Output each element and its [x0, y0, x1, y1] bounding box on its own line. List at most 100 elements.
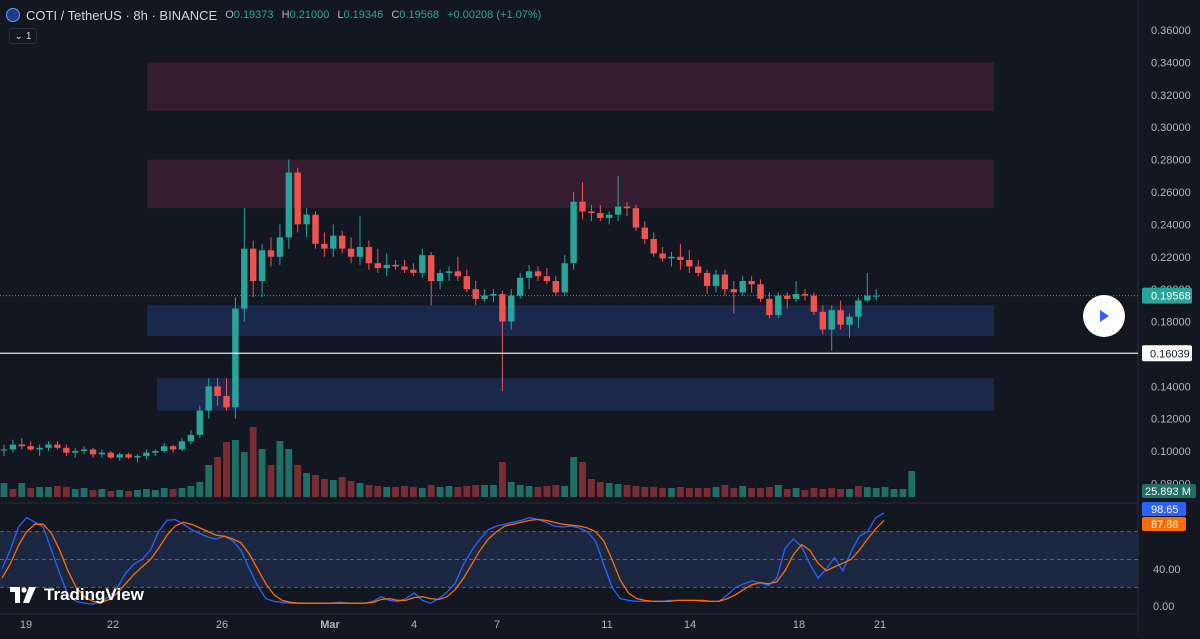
- volume-bar: [703, 488, 711, 497]
- candle-body: [205, 386, 212, 411]
- stoch-k-line: [1, 512, 885, 605]
- candle-body: [846, 316, 853, 325]
- candle-body: [837, 310, 844, 325]
- volume-bar: [134, 490, 141, 497]
- volume-bar: [232, 440, 239, 497]
- time-tick-label: 19: [20, 619, 32, 631]
- candle-body: [0, 449, 8, 451]
- volume-bar: [766, 487, 773, 497]
- candle-body: [267, 250, 275, 257]
- candle-body: [472, 289, 479, 299]
- candle-body: [374, 263, 381, 269]
- price-tick-label: 0.28000: [1151, 155, 1191, 167]
- candle-body: [695, 266, 702, 273]
- volume-bar: [392, 487, 399, 497]
- volume-bar: [18, 483, 26, 497]
- volume-bar: [80, 488, 88, 497]
- price-tick-label: 0.34000: [1151, 57, 1191, 69]
- candle-body: [632, 208, 640, 228]
- time-tick-label: 21: [874, 619, 886, 631]
- stoch-tick-label: 40.00: [1153, 564, 1181, 576]
- price-tick-label: 0.30000: [1151, 122, 1191, 134]
- volume-bar: [730, 488, 738, 497]
- candle-body: [686, 260, 693, 267]
- symbol-title[interactable]: COTI / TetherUS · 8h · BINANCE: [26, 7, 218, 23]
- candle-body: [570, 201, 577, 264]
- stoch-k-label: 98.65: [1151, 504, 1179, 516]
- volume-bar: [54, 486, 61, 497]
- candle-body: [321, 243, 328, 249]
- volume-bar: [258, 449, 266, 497]
- volume-bar: [107, 491, 115, 497]
- volume-label-bg: [1142, 484, 1196, 498]
- volume-bar: [178, 488, 186, 497]
- play-button[interactable]: [1083, 295, 1125, 337]
- volume-bar: [365, 485, 373, 497]
- volume-bar: [543, 486, 551, 497]
- volume-bar: [187, 486, 195, 497]
- candle-body: [579, 201, 586, 212]
- tradingview-logo-text: TradingView: [44, 585, 144, 604]
- candle-body: [721, 274, 729, 290]
- candle-body: [784, 295, 791, 299]
- volume-bar: [499, 462, 506, 497]
- price-tick-label: 0.32000: [1151, 90, 1191, 102]
- candle-body: [703, 272, 711, 286]
- stoch-d-label-bg: [1142, 517, 1186, 531]
- last-price-label-bg: [1142, 287, 1192, 304]
- volume-bar: [810, 488, 818, 497]
- last-price-label: 0.19568: [1151, 291, 1191, 303]
- stoch-k-label-bg: [1142, 502, 1186, 516]
- stoch-d-line: [1, 518, 885, 604]
- price-tick-label: 0.26000: [1151, 187, 1191, 199]
- candle-body: [543, 276, 551, 282]
- volume-bar: [579, 462, 586, 497]
- stoch-d-label: 87.88: [1151, 519, 1179, 531]
- candle-body: [27, 446, 34, 450]
- collapse-indicators-button[interactable]: ⌄ 1: [9, 28, 37, 44]
- volume-bar: [614, 484, 622, 497]
- volume-bar: [863, 487, 871, 497]
- candle-body: [650, 238, 657, 254]
- volume-bar: [623, 485, 631, 497]
- time-tick-label: 18: [793, 619, 805, 631]
- candle-body: [276, 237, 284, 257]
- price-tick-label: 0.22000: [1151, 252, 1191, 264]
- volume-bar: [899, 489, 907, 497]
- volume-bar: [837, 489, 844, 497]
- volume-bar: [36, 487, 43, 497]
- demand-zone-2: [147, 305, 994, 337]
- candle-body: [748, 281, 755, 285]
- volume-bar: [249, 427, 257, 497]
- price-tick-label: 0.12000: [1151, 414, 1191, 426]
- candle-body: [134, 455, 141, 458]
- candle-body: [436, 272, 444, 282]
- candle-body: [677, 256, 684, 260]
- tradingview-logo-icon: [10, 587, 36, 603]
- candle-body: [597, 213, 604, 218]
- volume-bar: [294, 465, 302, 497]
- volume-bar: [712, 487, 720, 497]
- volume-bar: [27, 488, 35, 497]
- volume-bar: [321, 479, 328, 497]
- candle-body: [89, 449, 97, 455]
- tradingview-logo[interactable]: TradingView: [10, 585, 144, 605]
- volume-bar: [507, 482, 515, 497]
- candle-body: [864, 295, 871, 301]
- time-tick-label: 7: [494, 619, 500, 631]
- volume-bar: [721, 485, 729, 497]
- candle-body: [330, 235, 337, 249]
- volume-bar: [436, 487, 444, 497]
- horizontal-line-label: 0.16039: [1150, 348, 1190, 360]
- volume-bar: [356, 483, 364, 497]
- ohlc-high-value: 0.21000: [289, 9, 330, 21]
- candle-body: [241, 248, 248, 309]
- candle-body: [107, 452, 114, 458]
- candle-body: [561, 263, 568, 293]
- candle-body: [766, 298, 773, 316]
- volume-bar: [783, 489, 791, 497]
- volume-bar: [418, 488, 426, 497]
- time-tick-label: 11: [601, 619, 612, 631]
- candle-body: [36, 447, 43, 450]
